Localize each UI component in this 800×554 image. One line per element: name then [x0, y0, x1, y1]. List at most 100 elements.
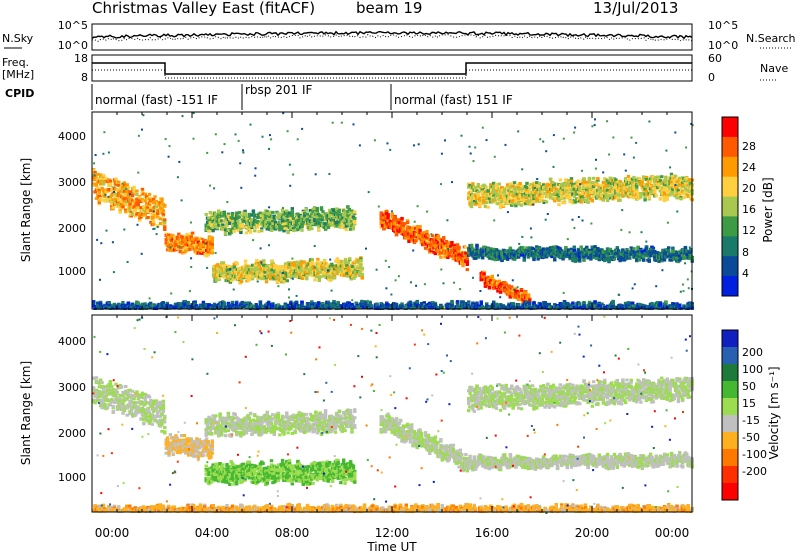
power-cells-cell	[278, 265, 283, 269]
power-cells-cell	[185, 246, 189, 250]
power-cells-cell	[163, 221, 167, 225]
power-cells-cell	[351, 227, 356, 231]
power-cells-cell	[268, 210, 272, 214]
power-cells-cell	[517, 185, 521, 189]
power-cells-cell	[576, 198, 581, 202]
power-cells-cell	[519, 190, 524, 194]
power-cells-cell	[225, 220, 229, 224]
power-cells-cell	[665, 193, 669, 197]
power-cells-cell	[407, 240, 411, 243]
power-cells-cell	[596, 177, 600, 180]
power-cells-cell	[662, 198, 667, 202]
noise-left-tick-bottom: 10^0	[58, 39, 88, 52]
freq-panel-frame	[91, 54, 693, 82]
power-cells-cell	[215, 226, 219, 229]
power-cells-cell	[578, 186, 582, 189]
power-cells-cell	[350, 265, 355, 269]
power-cells-cell	[168, 249, 173, 252]
power-cells-cell	[291, 274, 295, 278]
power-cells-cell	[101, 182, 106, 186]
power-cells-cell	[289, 226, 293, 230]
power-cells-cell	[97, 190, 101, 194]
power-cells-cell	[604, 196, 608, 200]
power-cells-cell	[508, 182, 513, 186]
power-cells-cell	[476, 190, 481, 194]
power-cells-cell	[642, 191, 646, 194]
power-cells-cell	[193, 248, 198, 252]
power-cells-cell	[678, 176, 682, 180]
power-cells-cell	[492, 189, 496, 193]
power-cells-cell	[608, 184, 613, 188]
power-cells-cell	[237, 267, 241, 271]
power-cells-cell	[580, 248, 585, 252]
power-cells-cell	[473, 185, 478, 189]
power-cells-cell	[281, 264, 285, 268]
power-cells-cell	[403, 222, 407, 226]
power-cells-cell	[617, 190, 621, 193]
cpid-segment-label: normal (fast) 151 IF	[394, 93, 513, 107]
power-cells-cell	[612, 186, 617, 190]
power-cells-cell	[576, 248, 581, 252]
power-cells-cell	[683, 187, 688, 190]
power-cells-cell	[426, 234, 431, 238]
power-cells-cell	[644, 189, 649, 193]
power-cells-cell	[210, 239, 214, 243]
power-cells-cell	[586, 183, 590, 187]
power-cells-cell	[260, 274, 264, 278]
power-cells-cell	[411, 226, 415, 230]
power-cells-cell	[265, 227, 269, 231]
power-cells-cell	[346, 210, 350, 214]
power-cells-cell	[251, 210, 256, 214]
power-cells-cell	[108, 179, 113, 183]
power-cells-cell	[582, 178, 586, 182]
power-cells-cell	[418, 225, 422, 228]
power-cells-cell	[149, 206, 153, 210]
power-cells-cell	[182, 238, 187, 242]
power-cells-cell	[263, 270, 267, 274]
power-cells-cell	[353, 221, 357, 224]
power-cells-cell	[653, 190, 657, 194]
power-cells-cell	[301, 221, 306, 225]
beam-label: beam 19	[356, 0, 422, 17]
power-cells-cell	[661, 189, 665, 193]
power-cells-cell	[422, 243, 426, 247]
power-cells-cell	[359, 263, 363, 267]
power-cells-cell	[181, 240, 185, 244]
noise-left-tick-top: 10^5	[58, 19, 88, 32]
power-cells-cell	[662, 192, 667, 196]
power-cells-cell	[218, 221, 222, 225]
power-cells-cell	[219, 214, 224, 218]
power-cells-cell	[614, 178, 618, 182]
power-cells-cell	[156, 224, 160, 228]
power-cells-cell	[490, 200, 494, 204]
power-cells-cell	[496, 202, 500, 206]
power-cells-cell	[275, 210, 279, 214]
power-cells-cell	[330, 270, 334, 274]
power-cells-cell	[222, 211, 226, 215]
freq-line	[92, 62, 692, 75]
power-cells-cell	[446, 256, 450, 259]
power-cells-cell	[671, 174, 675, 178]
power-cells-cell	[290, 207, 294, 211]
power-cells-cell	[389, 220, 393, 224]
power-cells-cell	[626, 174, 631, 178]
power-cells-cell	[276, 212, 281, 216]
power-cells-cell	[264, 280, 269, 284]
power-cells-cell	[485, 196, 489, 200]
power-cells-cell	[669, 183, 674, 187]
power-cells-cell	[282, 279, 287, 283]
power-cells-cell	[260, 277, 264, 281]
freq-unit-label: [MHz]	[2, 68, 34, 81]
power-cells-cell	[350, 211, 354, 215]
power-cells-cell	[400, 221, 404, 225]
power-cells-cell	[136, 203, 140, 207]
power-cells-cell	[282, 229, 286, 233]
power-cells-cell	[665, 197, 669, 201]
power-cells-cell	[325, 263, 330, 267]
power-cells-cell	[321, 274, 326, 278]
power-cells-cell	[410, 229, 414, 233]
power-cells-cell	[507, 195, 511, 199]
power-cells-cell	[93, 190, 97, 194]
power-cells-cell	[136, 198, 140, 202]
power-cells-cell	[497, 182, 501, 186]
